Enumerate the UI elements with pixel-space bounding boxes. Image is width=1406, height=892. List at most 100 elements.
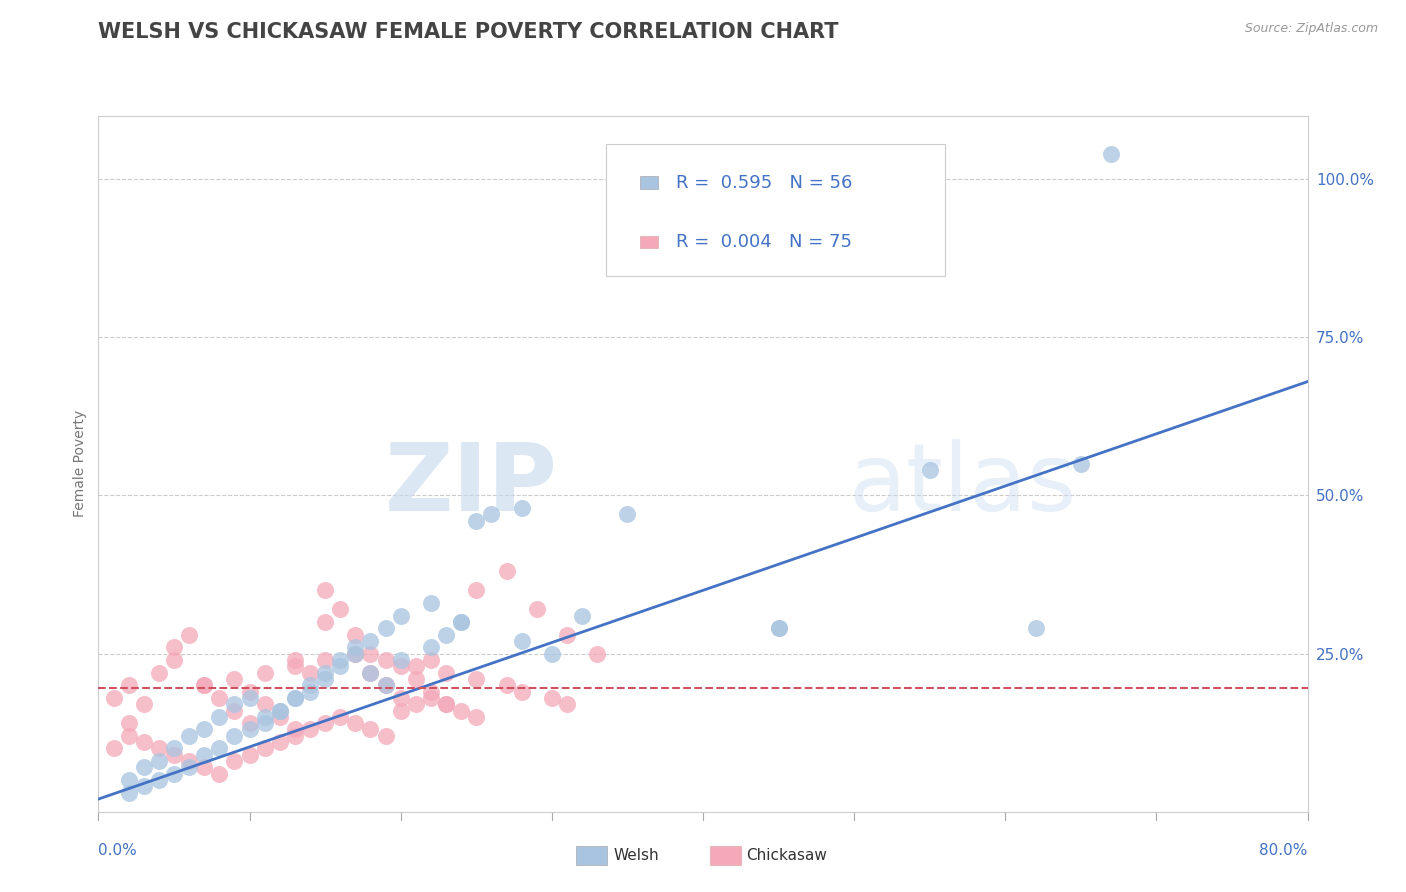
Point [163,653,186,667]
Point [299,678,322,692]
Point [540,647,562,661]
Point [224,754,246,768]
Point [253,665,276,680]
Point [179,729,201,743]
Point [389,659,412,673]
Point [163,741,186,756]
Point [314,615,336,629]
Point [571,608,593,623]
Point [208,690,231,705]
Point [239,716,262,731]
Point [253,697,276,711]
Point [148,741,170,756]
Point [314,665,336,680]
Point [193,747,215,762]
Point [239,723,262,737]
Point [360,665,382,680]
Point [284,653,307,667]
Point [299,723,322,737]
Point [329,653,352,667]
Point [208,766,231,780]
Point [208,710,231,724]
Point [344,716,367,731]
Point [434,627,457,641]
Point [344,640,367,655]
Point [344,647,367,661]
Point [284,659,307,673]
Point [253,710,276,724]
Point [179,760,201,774]
Point [420,640,443,655]
Point [179,754,201,768]
Point [389,690,412,705]
Point [314,583,336,598]
Point [510,634,533,648]
Point [389,653,412,667]
Point [420,684,443,698]
Point [284,690,307,705]
Point [465,710,488,724]
Point [179,627,201,641]
Point [450,615,472,629]
Point [148,754,170,768]
Point [1099,147,1122,161]
Y-axis label: Female Poverty: Female Poverty [73,410,87,517]
Bar [640,177,658,189]
Point [510,684,533,698]
Text: Source: ZipAtlas.com: Source: ZipAtlas.com [1244,22,1378,36]
Point [118,678,141,692]
Point [420,653,443,667]
Point [193,678,215,692]
Text: Welsh: Welsh [613,848,658,863]
Point [465,672,488,686]
Point [768,621,790,635]
Point [465,514,488,528]
Point [269,710,291,724]
Point [208,741,231,756]
Point [329,602,352,616]
Point [284,723,307,737]
Point [555,697,578,711]
Point [768,621,790,635]
Point [510,501,533,516]
Point [465,583,488,598]
Point [434,697,457,711]
Point [481,508,503,522]
Point [224,697,246,711]
Point [586,647,609,661]
Point [193,723,215,737]
Point [253,716,276,731]
Text: 80.0%: 80.0% [1260,843,1308,858]
Point [118,729,141,743]
Text: R =  0.595   N = 56: R = 0.595 N = 56 [676,174,853,192]
Point [284,690,307,705]
Point [329,659,352,673]
Point [193,678,215,692]
Point [314,653,336,667]
Point [193,760,215,774]
Point [389,704,412,718]
Point [420,690,443,705]
Point [360,634,382,648]
Point [163,640,186,655]
Point [329,710,352,724]
Point [360,665,382,680]
Point [360,723,382,737]
Point [269,735,291,749]
Point [132,780,155,794]
Point [132,697,155,711]
Point [269,704,291,718]
Point [434,697,457,711]
Point [224,672,246,686]
Point [163,747,186,762]
Point [103,741,125,756]
Point [118,716,141,731]
Point [918,463,941,477]
Point [253,741,276,756]
Point [434,665,457,680]
Point [132,760,155,774]
Point [616,508,638,522]
Text: R =  0.004   N = 75: R = 0.004 N = 75 [676,233,852,251]
Point [555,627,578,641]
Text: Chickasaw: Chickasaw [747,848,828,863]
